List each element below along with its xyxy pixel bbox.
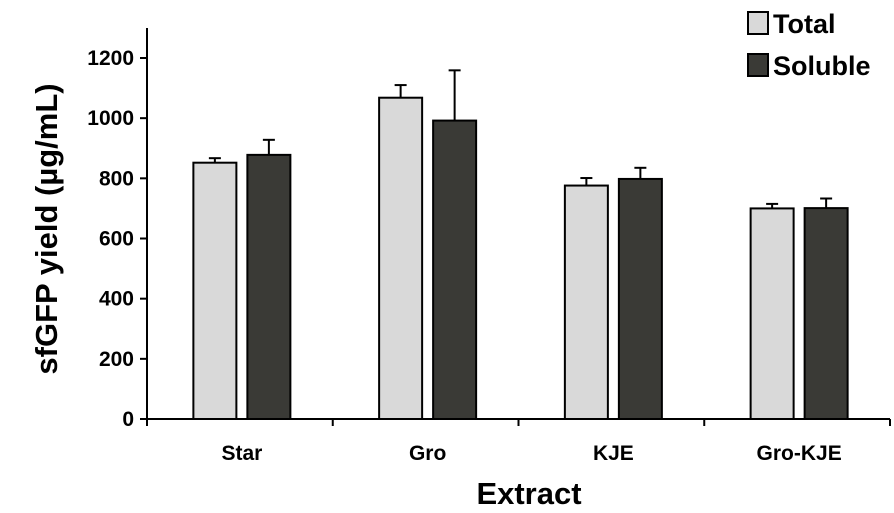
bar-soluble-3 [803, 207, 849, 420]
legend-swatch-soluble [747, 53, 769, 77]
bar-total-1 [378, 96, 424, 421]
bars-layer [192, 69, 849, 421]
y-tick-label: 0 [122, 408, 134, 431]
legend-label-total: Total [773, 9, 836, 39]
bar-total-0 [192, 161, 238, 420]
x-tick-label: Gro-KJE [757, 442, 842, 465]
bar-total-3 [749, 207, 795, 420]
legend-label-soluble: Soluble [773, 51, 871, 81]
legend: Total Soluble [747, 9, 871, 81]
y-tick-label: 800 [99, 167, 134, 190]
x-tick-label: Gro [409, 442, 446, 465]
y-tick-label: 200 [99, 348, 134, 371]
y-tick-label: 1200 [87, 47, 134, 70]
x-axis-title: Extract [476, 476, 581, 511]
y-tick-label: 600 [99, 228, 134, 251]
labels-layer: Star Gro KJE Gro-KJE 0 200 400 600 800 1000 1200 [87, 47, 841, 465]
bar-soluble-0 [246, 153, 292, 420]
x-tick-label: Star [221, 442, 262, 465]
bar-total-2 [563, 184, 609, 420]
bar-soluble-2 [617, 177, 663, 420]
y-tick-label: 1000 [87, 107, 134, 130]
legend-swatch-total [747, 11, 769, 35]
y-tick-label: 400 [99, 288, 134, 311]
y-axis-title: sfGFP yield (µg/mL) [29, 83, 64, 374]
x-tick-label: KJE [593, 442, 634, 465]
bar-soluble-1 [432, 119, 478, 420]
axes-layer [140, 28, 891, 426]
